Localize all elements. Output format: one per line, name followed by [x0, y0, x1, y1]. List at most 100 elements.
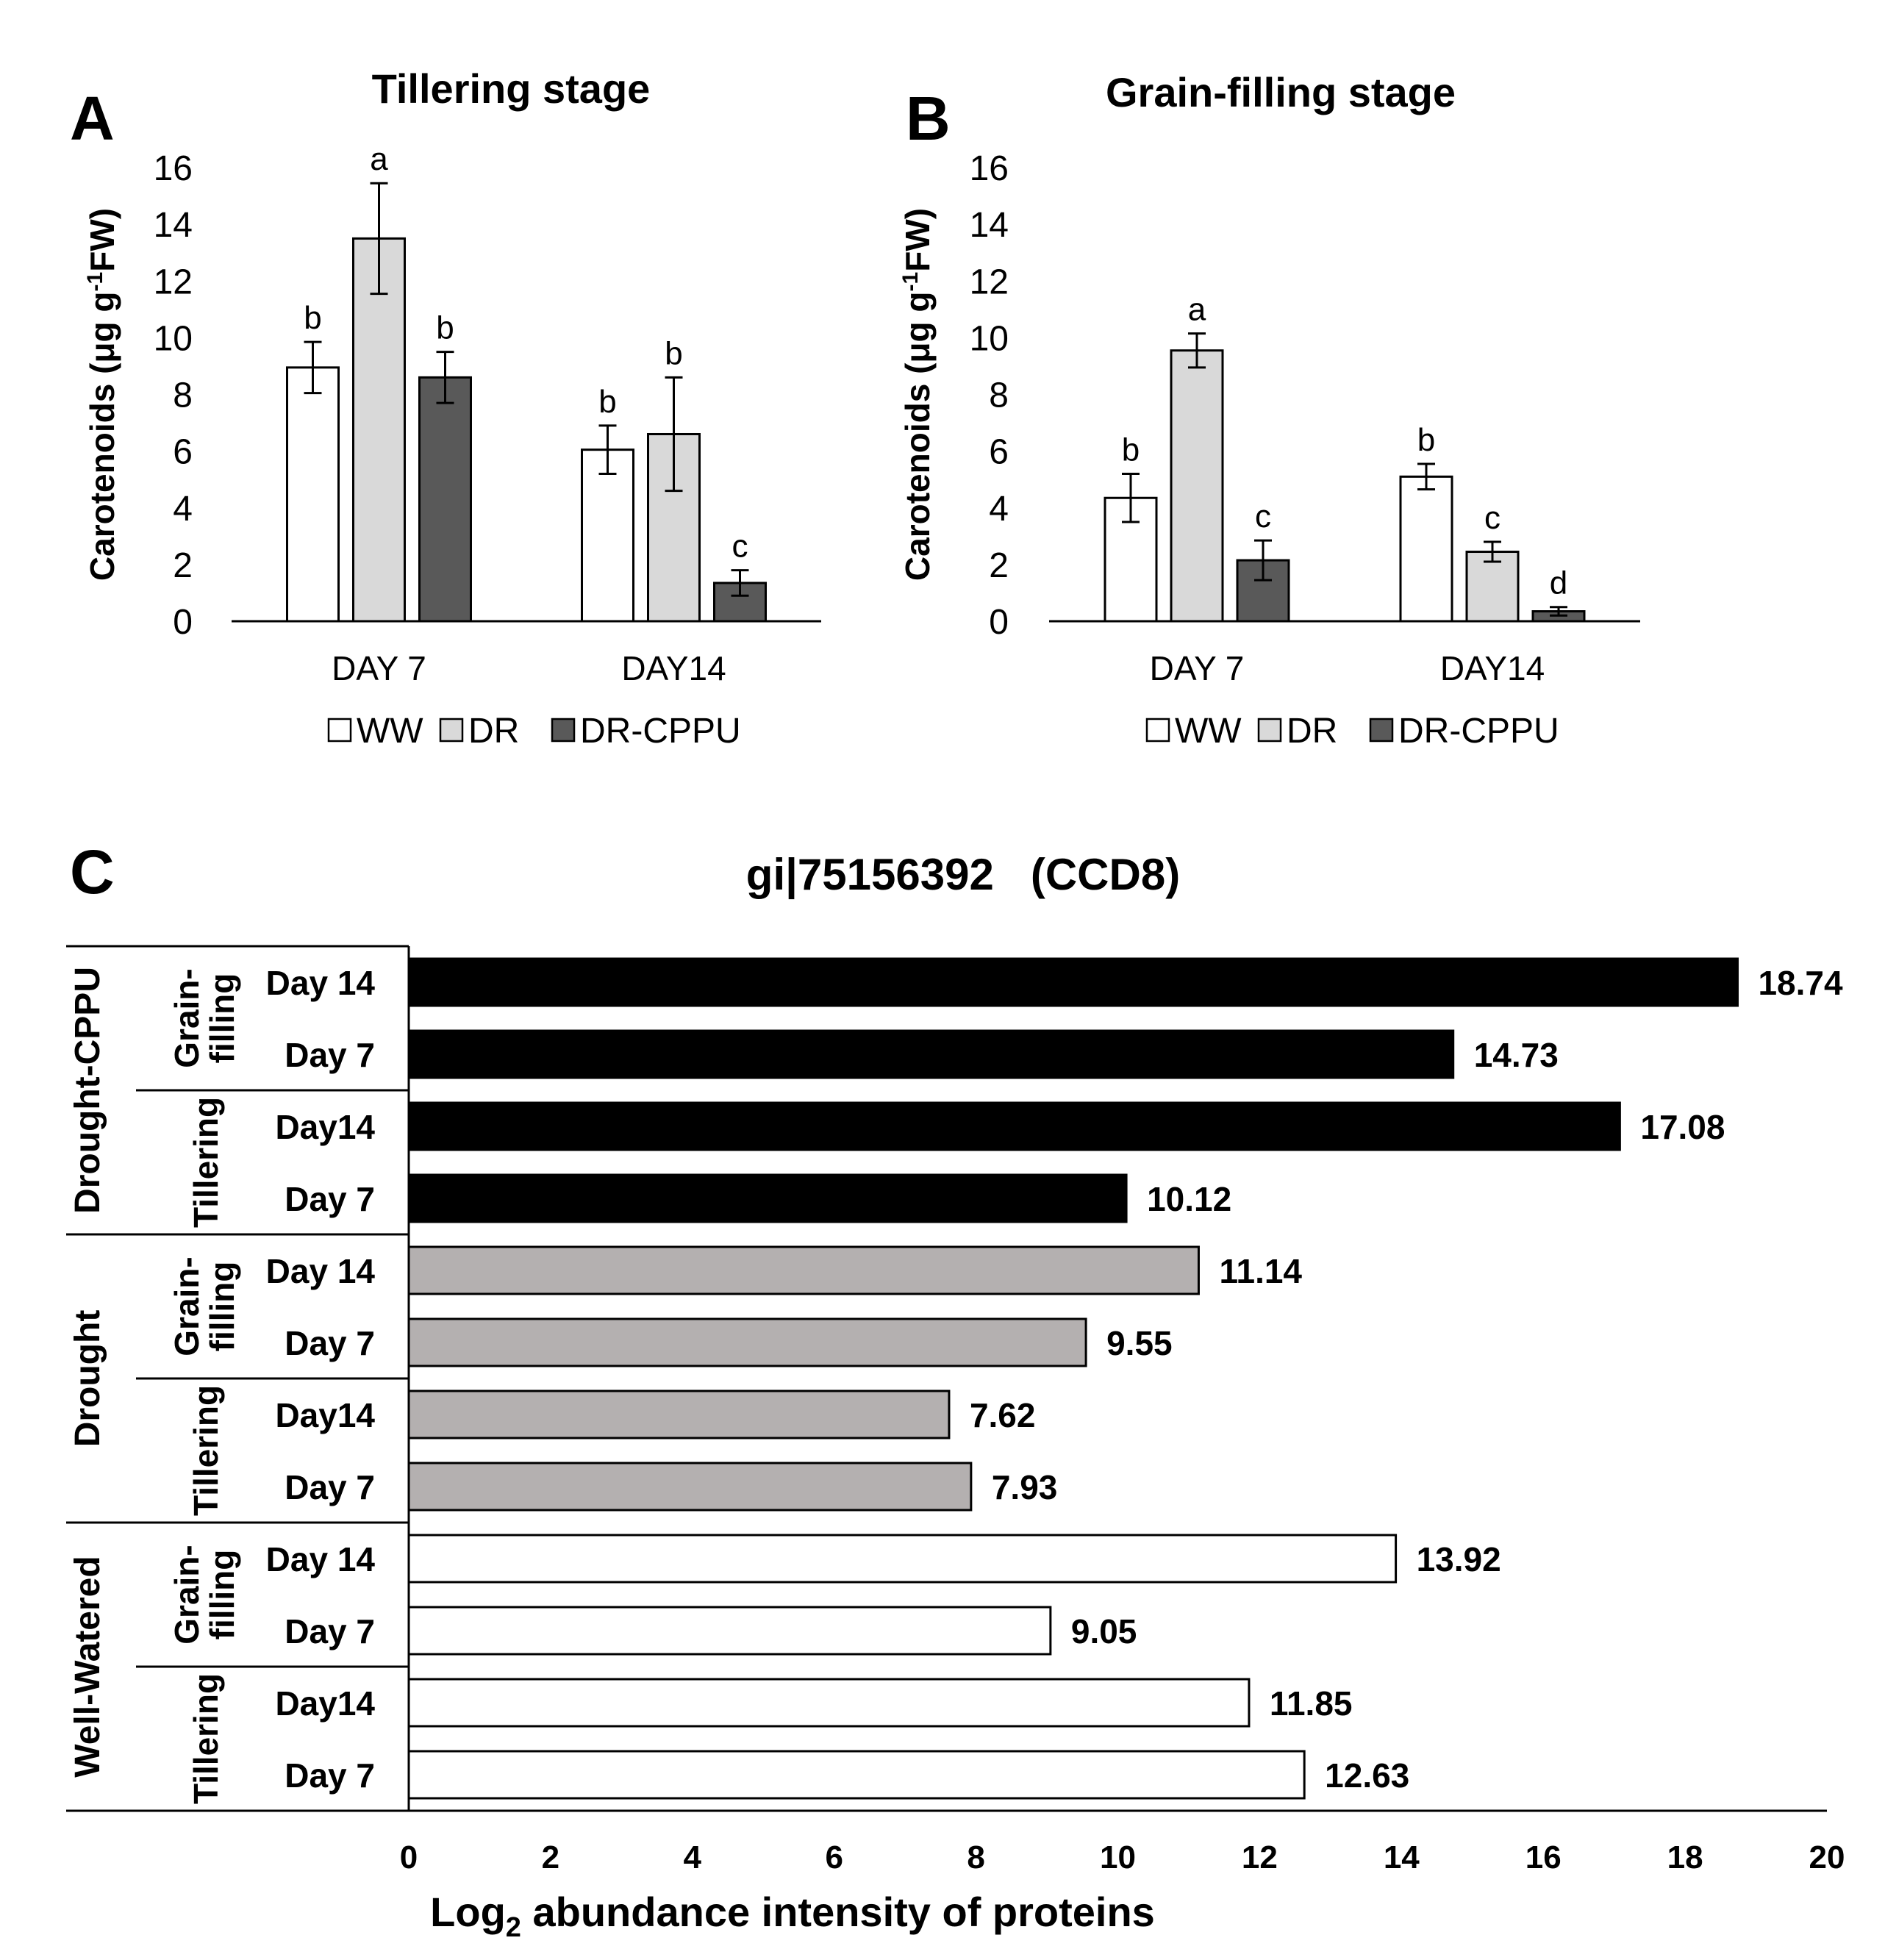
panel-b-y-tick-label: 10 [970, 319, 1009, 358]
panel-a-bar-ww [286, 366, 340, 623]
panel-a-x-tick-label: DAY14 [621, 649, 726, 687]
panel-c-x-tick-label: 2 [542, 1839, 559, 1875]
panel-c-value-label: 7.93 [992, 1468, 1058, 1506]
panel-a-significance-letter: a [370, 141, 388, 177]
panel-b-y-axis-label: Carotenoids (μg g-1FW) [898, 208, 937, 581]
panel-c-value-label: 13.92 [1417, 1540, 1501, 1578]
panel-c-value-label: 17.08 [1640, 1108, 1725, 1146]
panel-b-y-tick-label: 0 [989, 603, 1009, 642]
panel-a-legend-swatch-ww [327, 718, 352, 743]
panel-a-bar-dr-cppu [418, 376, 472, 623]
panel-c-treatment-label: Drought [68, 1310, 107, 1448]
panel-a-legend-label: WW [357, 712, 423, 751]
panel-a-y-tick-label: 0 [173, 603, 193, 642]
panel-b-significance-letter: d [1550, 565, 1567, 601]
panel-a-significance-letter: c [732, 529, 748, 565]
panel-c-x-tick-label: 0 [400, 1839, 418, 1875]
panel-c-stage-label: Tillering [187, 1097, 225, 1228]
panel-label-c: C [70, 837, 115, 906]
panel-c-treatment-label: Well-Watered [68, 1556, 107, 1777]
panel-b-bar-ww [1399, 475, 1453, 623]
panel-a-y-tick-label: 2 [173, 546, 193, 585]
panel-c-bar [407, 1389, 951, 1439]
panel-c-stage-label: Tillering [187, 1673, 225, 1804]
panel-c-bar [407, 1534, 1398, 1584]
panel-c-day-label: Day 7 [285, 1468, 375, 1506]
panel-a-y-tick-label: 4 [173, 490, 193, 529]
panel-c-chart: gi|75156392 (CCD8) 18.74 Day 14 14.73 Day 7 G… [66, 850, 1845, 1943]
panel-c-bar [407, 1750, 1306, 1800]
panel-c-x-tick-label: 10 [1100, 1839, 1136, 1875]
panel-c-value-label: 12.63 [1325, 1756, 1409, 1795]
panel-c-value-label: 11.14 [1219, 1252, 1302, 1290]
panel-c-day-label: Day14 [275, 1684, 375, 1723]
panel-c-x-tick-label: 14 [1384, 1839, 1420, 1875]
panel-b-significance-letter: c [1484, 500, 1501, 536]
panel-c-x-tick-label: 4 [684, 1839, 702, 1875]
panel-a-significance-letter: b [304, 300, 321, 336]
panel-a-y-tick-label: 8 [173, 376, 193, 415]
panel-c-stage-label: Tillering [187, 1385, 225, 1516]
panel-b-y-tick-label: 12 [970, 262, 1009, 301]
panel-a-bar-ww [581, 448, 634, 623]
panel-a-legend-label: DR-CPPU [580, 712, 741, 751]
panel-c-x-axis-label: Log2 abundance intensity of proteins [430, 1889, 1155, 1943]
panel-c-bar [407, 1462, 973, 1512]
panel-c-bar [407, 1173, 1128, 1223]
panel-c-day-label: Day14 [275, 1396, 375, 1434]
panel-c-bar [407, 1678, 1251, 1728]
panel-b-x-tick-label: DAY 7 [1150, 649, 1245, 687]
panel-b-title: Grain-filling stage [1106, 69, 1456, 115]
panel-a-legend-swatch-dr [439, 718, 464, 743]
panel-b-y-tick-label: 8 [989, 376, 1009, 415]
panel-a-y-axis-label: Carotenoids (μg g-1FW) [83, 208, 121, 581]
panel-b-bar-dr [1170, 349, 1224, 623]
panel-b-legend-label: WW [1175, 712, 1242, 751]
panel-c-stage-label: Grain-filling [168, 1256, 241, 1356]
panel-a-y-tick-label: 10 [154, 319, 193, 358]
panel-c-x-tick-label: 6 [825, 1839, 843, 1875]
panel-c-bar [407, 1606, 1052, 1656]
panel-a-legend-swatch-dr-cppu [551, 718, 576, 743]
panel-c-value-label: 7.62 [970, 1396, 1036, 1434]
panel-c-title: gi|75156392 (CCD8) [746, 850, 1180, 900]
panel-b-legend-swatch-dr [1257, 718, 1282, 743]
panel-a-significance-letter: b [598, 384, 616, 420]
panel-c-bar [407, 1101, 1621, 1151]
panel-c-x-tick-label: 12 [1242, 1839, 1278, 1875]
panel-c-x-tick-label: 8 [967, 1839, 984, 1875]
panel-a-y-tick-label: 12 [154, 262, 193, 301]
panel-label-b: B [906, 84, 951, 153]
panel-b-significance-letter: b [1417, 422, 1435, 458]
panel-c-day-label: Day 14 [266, 964, 376, 1002]
panel-b-y-tick-label: 2 [989, 546, 1009, 585]
panel-c-day-label: Day 14 [266, 1540, 376, 1578]
panel-c-value-label: 9.05 [1071, 1612, 1137, 1650]
panel-c-bar [407, 1029, 1455, 1079]
panel-a-significance-letter: b [436, 310, 454, 346]
panel-c-day-label: Day 7 [285, 1756, 375, 1795]
panel-c-day-label: Day 7 [285, 1180, 375, 1218]
panel-c-x-tick-label: 18 [1667, 1839, 1703, 1875]
panel-c-x-tick-label: 16 [1525, 1839, 1562, 1875]
panel-c-day-label: Day 14 [266, 1252, 376, 1290]
panel-b-significance-letter: a [1188, 292, 1206, 328]
panel-b-legend-label: DR [1287, 712, 1337, 751]
panel-c-value-label: 11.85 [1270, 1684, 1353, 1723]
panel-a-chart: Tillering stage 0 2 4 6 8 10 12 14 16 Carotenoids … [83, 65, 821, 751]
panel-c-value-label: 9.55 [1106, 1324, 1173, 1362]
panel-c-treatment-label: Drought-CPPU [68, 967, 107, 1214]
panel-b-legend-swatch-ww [1145, 718, 1170, 743]
panel-a-y-tick-label: 14 [154, 206, 193, 245]
panel-b-y-tick-label: 14 [970, 206, 1009, 245]
panel-a-y-tick-label: 16 [154, 149, 193, 188]
panel-b-x-tick-label: DAY14 [1440, 649, 1545, 687]
panel-b-y-tick-label: 4 [989, 490, 1009, 529]
panel-b-y-tick-label: 16 [970, 149, 1009, 188]
panel-c-bar [407, 1317, 1087, 1367]
panel-c-value-label: 18.74 [1758, 964, 1843, 1002]
panel-b-legend-label: DR-CPPU [1398, 712, 1559, 751]
panel-a-legend-label: DR [468, 712, 519, 751]
panel-c-day-label: Day14 [275, 1108, 375, 1146]
